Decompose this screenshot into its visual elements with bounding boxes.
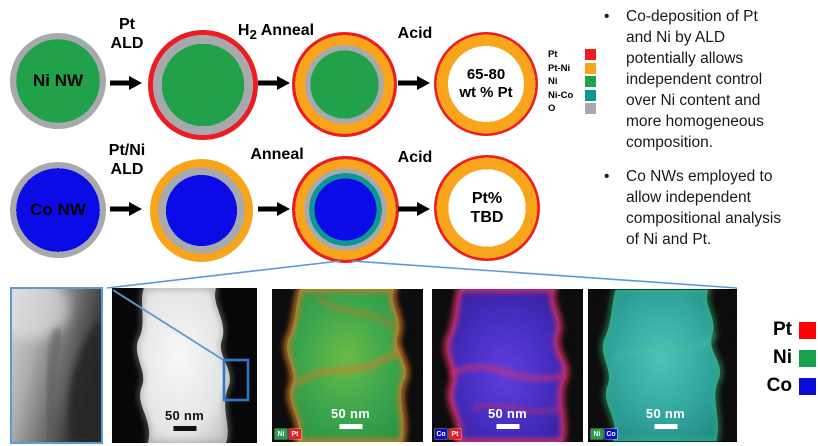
- eds-element-chips: Ni Co: [591, 429, 617, 439]
- ni-chip: Ni: [275, 429, 287, 439]
- co-nw-label: Co NW: [30, 199, 86, 219]
- anneal-step-label: Anneal: [250, 146, 304, 163]
- co-color-swatch: [799, 377, 816, 395]
- scale-bar-line: [339, 424, 363, 429]
- bullet-co-deposition: • Co-deposition of Pt and Ni by ALD pote…: [604, 8, 764, 151]
- ni-color-swatch: [585, 76, 596, 88]
- bullet-text: Co-deposition of Pt and Ni by ALD potent…: [626, 8, 764, 151]
- scale-bar: 50 nm: [331, 406, 370, 429]
- arrow-icon: [398, 201, 430, 222]
- ni-co-color-swatch: [585, 89, 596, 101]
- legend-item-pt-ni: Pt-Ni: [548, 62, 596, 76]
- pt-color-swatch: [799, 321, 816, 339]
- co-annealed-circle: [292, 156, 399, 263]
- co-ptni-ald-circle: [150, 159, 253, 262]
- arrow-icon: [398, 75, 430, 96]
- legend-item-co: Co: [748, 372, 816, 400]
- acid-step-label: Acid: [397, 25, 433, 42]
- eds-map-ni-co-image: 50 nm Ni Co: [588, 289, 737, 442]
- arrow-icon: [258, 75, 290, 96]
- legend-item-pt: Pt: [748, 316, 816, 344]
- eds-map-ni-pt-image: 50 nm Ni Pt: [272, 289, 423, 442]
- ni-chip: Ni: [591, 429, 603, 439]
- legend-item-pt: Pt: [548, 48, 596, 62]
- tem-zoom-crop-image: [10, 287, 103, 444]
- co-nanowire-circle: Co NW: [10, 162, 106, 258]
- scale-bar-line: [495, 424, 519, 429]
- tem-overview-image: 50 nm: [112, 288, 257, 443]
- materials-legend: Pt Pt-Ni Ni Ni-Co O: [548, 48, 596, 116]
- arrow-icon: [258, 201, 290, 222]
- arrow-icon: [110, 201, 142, 222]
- scale-bar: 50 nm: [165, 408, 204, 431]
- scale-bar: 50 nm: [646, 406, 685, 429]
- acid-step-label-row2: Acid: [397, 149, 433, 166]
- co-chip: Co: [605, 429, 617, 439]
- arrow-icon: [110, 75, 142, 96]
- ni-nw-label: Ni NW: [32, 70, 84, 90]
- eds-map-co-pt-image: 50 nm Co Pt: [432, 289, 583, 442]
- ni-result-circle: 65-80 wt % Pt: [434, 32, 538, 136]
- ni-annealed-circle: [292, 32, 397, 137]
- pt-chip: Pt: [449, 429, 461, 439]
- ni-nanowire-circle: Ni NW: [10, 33, 106, 129]
- co-chip: Co: [435, 429, 447, 439]
- legend-item-ni: Ni: [748, 344, 816, 372]
- pt-ald-step-label: Pt ALD: [110, 16, 144, 52]
- eds-element-chips: Ni Pt: [275, 429, 301, 439]
- scale-bar-line: [653, 424, 677, 429]
- notes-panel: • Co-deposition of Pt and Ni by ALD pote…: [598, 6, 818, 250]
- pt-color-swatch: [585, 49, 596, 61]
- pt-ni-ald-step-label: Pt/Ni ALD: [108, 142, 146, 178]
- scale-bar: 50 nm: [488, 406, 527, 429]
- co-result-circle: Pt% TBD: [434, 155, 540, 261]
- pt-ni-color-swatch: [585, 62, 596, 74]
- legend-item-ni-co: Ni-Co: [548, 89, 596, 103]
- scale-bar-line: [172, 426, 196, 431]
- legend-item-o: O: [548, 102, 596, 116]
- bullet-text: Co NWs employed to allow independent com…: [626, 168, 782, 248]
- eds-color-legend: Pt Ni Co: [748, 316, 816, 400]
- h2-anneal-step-label: H2 Anneal: [237, 22, 315, 43]
- legend-item-ni: Ni: [548, 75, 596, 89]
- pt-chip: Pt: [289, 429, 301, 439]
- bullet-co-nws: • Co NWs employed to allow independent c…: [604, 168, 782, 248]
- ni-color-swatch: [799, 349, 816, 367]
- ni-pt-ald-circle: [148, 30, 258, 140]
- eds-element-chips: Co Pt: [435, 429, 461, 439]
- o-color-swatch: [585, 103, 596, 115]
